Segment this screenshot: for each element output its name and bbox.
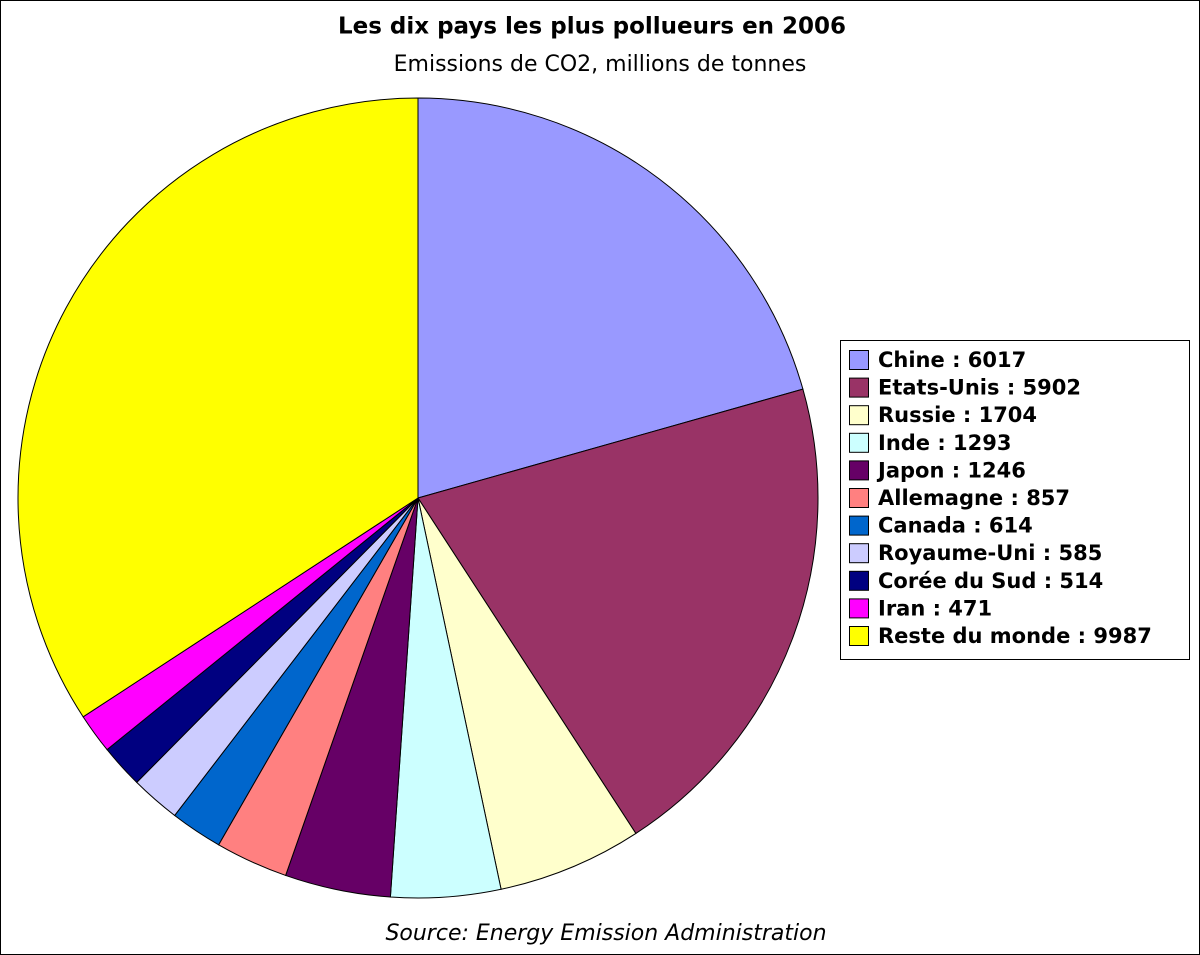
pie-slice [17, 97, 419, 718]
legend-swatch [849, 543, 869, 564]
legend-swatch [849, 488, 869, 508]
legend-label: Inde : 1293 [878, 431, 1012, 455]
legend-swatch [849, 570, 869, 591]
pie-slice [417, 97, 804, 499]
legend-swatch [849, 350, 869, 370]
legend-swatch [849, 460, 869, 481]
legend-label: Royaume-Uni : 585 [878, 541, 1102, 565]
legend-label: Reste du monde : 9987 [878, 624, 1152, 648]
legend-label: Corée du Sud : 514 [878, 569, 1103, 593]
legend-swatch [849, 405, 869, 426]
legend-swatch [849, 515, 869, 536]
legend-label: Allemagne : 857 [878, 486, 1070, 510]
legend-swatch [849, 432, 869, 453]
chart-title: Les dix pays les plus pollueurs en 2006 [338, 14, 846, 40]
legend-label: Chine : 6017 [878, 348, 1026, 372]
legend-label: Russie : 1704 [878, 403, 1037, 427]
legend-swatch [849, 598, 869, 619]
pie-slice [417, 388, 819, 835]
legend-box [840, 340, 1190, 660]
pie [17, 97, 819, 899]
source-note: Source: Energy Emission Administration [385, 921, 826, 946]
legend-label: Japon : 1246 [876, 458, 1026, 482]
pie-slice [417, 497, 637, 890]
legend-swatch [849, 626, 869, 646]
legend-label: Iran : 471 [878, 596, 992, 620]
legend-swatch [849, 377, 869, 398]
legend: Chine : 6017 Etats-Unis : 5902 Russie : 17… [840, 340, 1190, 660]
legend-label: Canada : 614 [878, 514, 1033, 538]
chart-subtitle: Emissions de CO2, millions de tonnes [394, 52, 807, 77]
legend-label: Etats-Unis : 5902 [878, 376, 1081, 400]
